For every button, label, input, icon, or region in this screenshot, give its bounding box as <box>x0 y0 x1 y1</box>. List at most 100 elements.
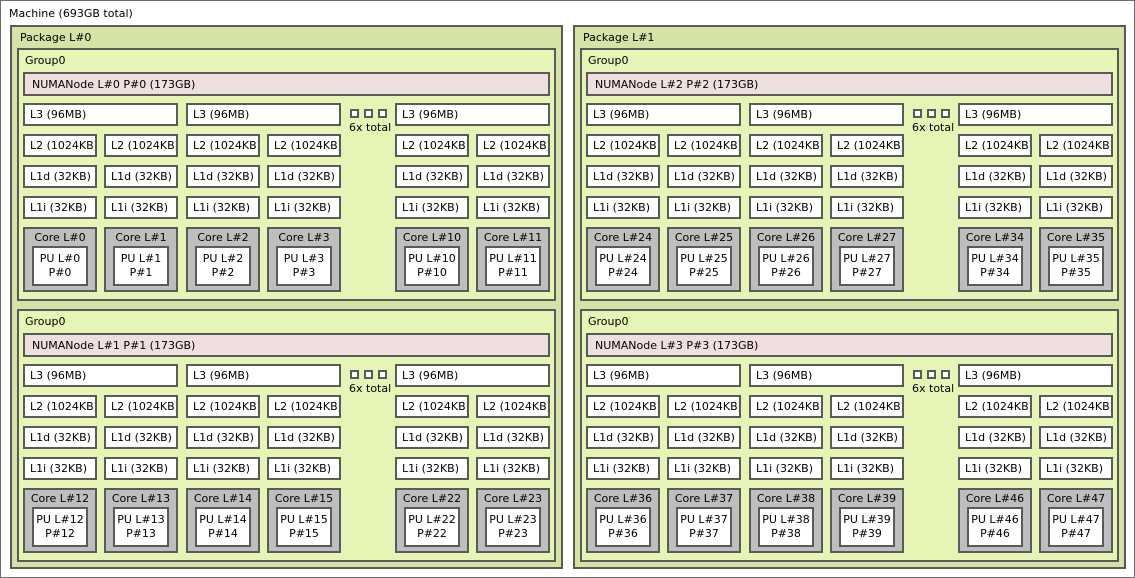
numanode-box: NUMANode L#3 P#3 (173GB) <box>586 333 1113 357</box>
pu-box: PU L#11 P#11 <box>485 246 541 286</box>
elision-squares <box>912 370 950 379</box>
l2-cache-box: L2 (1024KB) <box>395 395 469 418</box>
pu-pnum: P#15 <box>289 527 319 540</box>
pu-box: PU L#22 P#22 <box>404 507 460 547</box>
core-label: Core L#1 <box>115 231 167 244</box>
l1i-cache-box: L1i (32KB) <box>830 196 904 219</box>
pu-pnum: P#23 <box>498 527 528 540</box>
core-box: Core L#35 PU L#35 P#35 <box>1039 227 1113 292</box>
l1d-cache-box: L1d (32KB) <box>267 426 341 449</box>
l1d-cache-box: L1d (32KB) <box>749 165 823 188</box>
core-column: L2 (1024KB) L1d (32KB) L1i (32KB) Core L#38… <box>749 395 823 553</box>
core-box: Core L#23 PU L#23 P#23 <box>476 488 550 553</box>
l1d-cache-box: L1d (32KB) <box>1039 426 1113 449</box>
l1i-cache-box: L1i (32KB) <box>749 196 823 219</box>
core-label: Core L#46 <box>965 492 1025 505</box>
l2-cache-box: L2 (1024KB) <box>395 134 469 157</box>
pu-pnum: P#24 <box>608 266 638 279</box>
l1d-cache-box: L1d (32KB) <box>1039 165 1113 188</box>
l1i-cache-box: L1i (32KB) <box>267 457 341 480</box>
cores-row: L2 (1024KB) L1d (32KB) L1i (32KB) Core L#38… <box>749 395 904 553</box>
core-column: L2 (1024KB) L1d (32KB) L1i (32KB) Core L#37… <box>667 395 741 553</box>
l1d-cache-box: L1d (32KB) <box>395 165 469 188</box>
l2-cache-box: L2 (1024KB) <box>749 395 823 418</box>
l3-unit: L3 (96MB) L2 (1024KB) L1d (32KB) L1i (32KB)… <box>586 364 741 553</box>
core-column: L2 (1024KB) L1d (32KB) L1i (32KB) Core L#2 P… <box>186 134 260 292</box>
l1i-cache-box: L1i (32KB) <box>23 457 97 480</box>
elision-square-icon <box>940 370 950 379</box>
pu-pnum: P#27 <box>852 266 882 279</box>
l2-cache-box: L2 (1024KB) <box>586 395 660 418</box>
core-column: L2 (1024KB) L1d (32KB) L1i (32KB) Core L#1 P… <box>104 134 178 292</box>
core-box: Core L#1 PU L#1 P#1 <box>104 227 178 292</box>
core-box: Core L#15 PU L#15 P#15 <box>267 488 341 553</box>
l2-cache-box: L2 (1024KB) <box>267 134 341 157</box>
pu-pnum: P#38 <box>771 527 801 540</box>
l3-unit: L3 (96MB) L2 (1024KB) L1d (32KB) L1i (32KB)… <box>395 364 550 553</box>
core-column: L2 (1024KB) L1d (32KB) L1i (32KB) Core L#47… <box>1039 395 1113 553</box>
core-label: Core L#10 <box>402 231 462 244</box>
pu-box: PU L#10 P#10 <box>404 246 460 286</box>
pu-box: PU L#27 P#27 <box>839 246 895 286</box>
pu-box: PU L#24 P#24 <box>595 246 651 286</box>
l2-cache-box: L2 (1024KB) <box>667 134 741 157</box>
elision-label: 6x total <box>349 121 392 134</box>
pu-pnum: P#34 <box>980 266 1010 279</box>
l1i-cache-box: L1i (32KB) <box>586 196 660 219</box>
elision-label: 6x total <box>912 382 955 395</box>
pu-pnum: P#3 <box>292 266 316 279</box>
pu-box: PU L#15 P#15 <box>276 507 332 547</box>
pu-label: PU L#12 <box>36 513 84 527</box>
elision-marker: 6x total <box>912 103 954 292</box>
cores-row: L2 (1024KB) L1d (32KB) L1i (32KB) Core L#14… <box>186 395 341 553</box>
l1d-cache-box: L1d (32KB) <box>586 426 660 449</box>
pu-pnum: P#22 <box>417 527 447 540</box>
pu-pnum: P#0 <box>48 266 72 279</box>
l1i-cache-box: L1i (32KB) <box>476 196 550 219</box>
core-label: Core L#11 <box>483 231 543 244</box>
l2-cache-box: L2 (1024KB) <box>476 134 550 157</box>
l1d-cache-box: L1d (32KB) <box>186 165 260 188</box>
pu-label: PU L#11 <box>489 252 537 266</box>
cores-row: L2 (1024KB) L1d (32KB) L1i (32KB) Core L#2 P… <box>186 134 341 292</box>
core-column: L2 (1024KB) L1d (32KB) L1i (32KB) Core L#34… <box>958 134 1032 292</box>
cores-row: L2 (1024KB) L1d (32KB) L1i (32KB) Core L#0 P… <box>23 134 178 292</box>
package: Package L#1 Group0 NUMANode L#2 P#2 (173GB… <box>573 25 1126 569</box>
l2-cache-box: L2 (1024KB) <box>1039 134 1113 157</box>
package-label: Package L#1 <box>583 31 655 44</box>
l3-cache-box: L3 (96MB) <box>749 364 904 387</box>
l1d-cache-box: L1d (32KB) <box>830 426 904 449</box>
pu-pnum: P#39 <box>852 527 882 540</box>
l1i-cache-box: L1i (32KB) <box>830 457 904 480</box>
pu-box: PU L#37 P#37 <box>676 507 732 547</box>
l1d-cache-box: L1d (32KB) <box>395 426 469 449</box>
cores-row: L2 (1024KB) L1d (32KB) L1i (32KB) Core L#12… <box>23 395 178 553</box>
pu-label: PU L#24 <box>599 252 647 266</box>
pu-label: PU L#36 <box>599 513 647 527</box>
pu-box: PU L#26 P#26 <box>758 246 814 286</box>
l3-unit: L3 (96MB) L2 (1024KB) L1d (32KB) L1i (32KB)… <box>23 103 178 292</box>
core-column: L2 (1024KB) L1d (32KB) L1i (32KB) Core L#10… <box>395 134 469 292</box>
l3-unit: L3 (96MB) L2 (1024KB) L1d (32KB) L1i (32KB)… <box>749 103 904 292</box>
l3-cache-box: L3 (96MB) <box>749 103 904 126</box>
group-label: Group0 <box>25 315 66 328</box>
core-box: Core L#27 PU L#27 P#27 <box>830 227 904 292</box>
elision-marker: 6x total <box>349 103 392 292</box>
core-box: Core L#38 PU L#38 P#38 <box>749 488 823 553</box>
numanode-box: NUMANode L#0 P#0 (173GB) <box>23 72 550 96</box>
pu-box: PU L#36 P#36 <box>595 507 651 547</box>
core-box: Core L#2 PU L#2 P#2 <box>186 227 260 292</box>
pu-pnum: P#2 <box>211 266 235 279</box>
units-row: L3 (96MB) L2 (1024KB) L1d (32KB) L1i (32KB)… <box>23 103 550 292</box>
l3-unit: L3 (96MB) L2 (1024KB) L1d (32KB) L1i (32KB)… <box>958 103 1113 292</box>
core-column: L2 (1024KB) L1d (32KB) L1i (32KB) Core L#22… <box>395 395 469 553</box>
l1d-cache-box: L1d (32KB) <box>104 165 178 188</box>
group-label: Group0 <box>25 54 66 67</box>
l1i-cache-box: L1i (32KB) <box>586 457 660 480</box>
core-box: Core L#11 PU L#11 P#11 <box>476 227 550 292</box>
core-box: Core L#3 PU L#3 P#3 <box>267 227 341 292</box>
core-label: Core L#26 <box>756 231 816 244</box>
l1i-cache-box: L1i (32KB) <box>958 457 1032 480</box>
cores-row: L2 (1024KB) L1d (32KB) L1i (32KB) Core L#46… <box>958 395 1113 553</box>
l3-unit: L3 (96MB) L2 (1024KB) L1d (32KB) L1i (32KB)… <box>186 103 341 292</box>
